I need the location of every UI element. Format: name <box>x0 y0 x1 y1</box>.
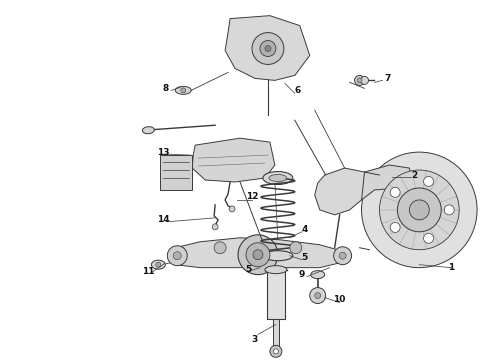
Circle shape <box>390 222 400 233</box>
FancyBboxPatch shape <box>160 155 192 190</box>
Ellipse shape <box>311 271 325 279</box>
Circle shape <box>260 41 276 57</box>
Ellipse shape <box>143 127 154 134</box>
Text: 11: 11 <box>142 267 155 276</box>
Circle shape <box>238 235 278 275</box>
Circle shape <box>270 345 282 357</box>
Text: 2: 2 <box>411 171 417 180</box>
Text: 13: 13 <box>157 148 170 157</box>
Polygon shape <box>315 168 369 215</box>
Text: 7: 7 <box>384 74 391 83</box>
Ellipse shape <box>265 266 287 274</box>
Text: 1: 1 <box>448 263 454 272</box>
Circle shape <box>253 250 263 260</box>
FancyBboxPatch shape <box>273 319 279 349</box>
Circle shape <box>173 252 181 260</box>
Circle shape <box>310 288 326 303</box>
Circle shape <box>273 349 278 354</box>
Circle shape <box>444 205 454 215</box>
Ellipse shape <box>263 171 293 184</box>
Ellipse shape <box>151 260 165 269</box>
Circle shape <box>379 170 459 250</box>
Circle shape <box>423 176 434 186</box>
Circle shape <box>339 252 346 259</box>
Circle shape <box>246 243 270 267</box>
Ellipse shape <box>263 251 293 261</box>
Circle shape <box>334 247 352 265</box>
Circle shape <box>409 200 429 220</box>
Text: 6: 6 <box>294 86 301 95</box>
Circle shape <box>212 224 218 230</box>
Text: 5: 5 <box>245 265 251 274</box>
Ellipse shape <box>269 175 287 181</box>
Text: 10: 10 <box>334 295 346 304</box>
Text: 3: 3 <box>252 335 258 344</box>
Circle shape <box>290 242 302 254</box>
Circle shape <box>229 206 235 212</box>
Text: 5: 5 <box>302 253 308 262</box>
Ellipse shape <box>355 75 365 85</box>
Circle shape <box>423 233 434 243</box>
Polygon shape <box>362 165 412 200</box>
Ellipse shape <box>175 86 191 94</box>
FancyBboxPatch shape <box>267 270 285 319</box>
Circle shape <box>362 152 477 268</box>
Circle shape <box>156 262 161 267</box>
Circle shape <box>397 188 441 232</box>
Polygon shape <box>225 15 310 80</box>
Text: 4: 4 <box>301 225 308 234</box>
Text: 14: 14 <box>157 215 170 224</box>
Circle shape <box>265 45 271 51</box>
Circle shape <box>390 187 400 197</box>
Text: 8: 8 <box>162 84 169 93</box>
Polygon shape <box>171 238 344 268</box>
Circle shape <box>357 78 362 83</box>
Polygon shape <box>192 138 275 182</box>
Circle shape <box>361 76 368 84</box>
Text: 9: 9 <box>298 270 305 279</box>
Circle shape <box>214 242 226 254</box>
Circle shape <box>315 293 321 298</box>
Text: 12: 12 <box>245 193 258 202</box>
Circle shape <box>181 88 186 93</box>
Circle shape <box>252 32 284 64</box>
Circle shape <box>167 246 187 266</box>
